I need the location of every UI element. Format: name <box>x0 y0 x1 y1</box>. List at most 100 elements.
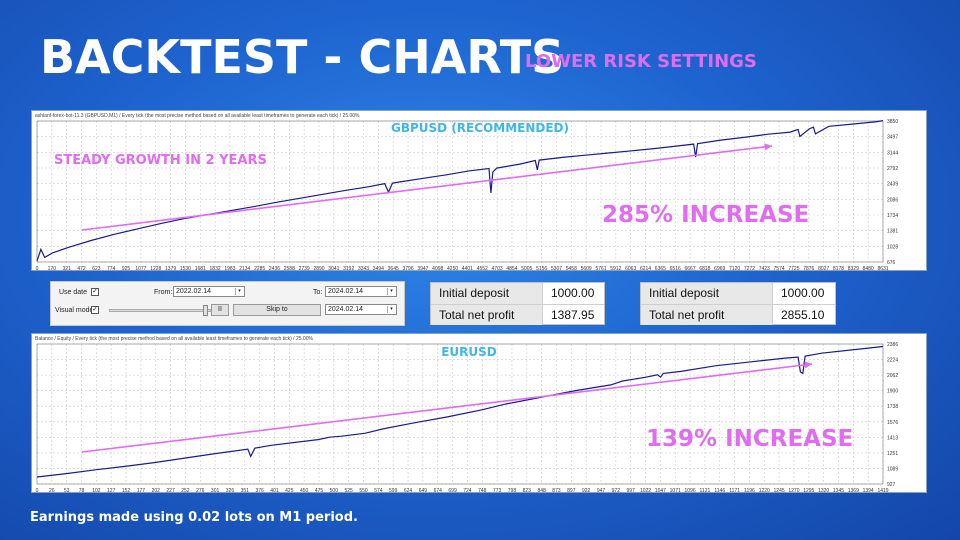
x-tick-label: 3494 <box>373 266 384 272</box>
x-tick-label: 1530 <box>180 266 191 272</box>
skip-to-button[interactable]: Skip to <box>233 304 321 316</box>
trend-arrow <box>81 363 813 453</box>
x-tick-label: 1245 <box>774 488 785 494</box>
y-tick-label: 927 <box>887 482 896 488</box>
calendar-dropdown-icon[interactable]: ▾ <box>387 306 395 313</box>
eurusd-chart: 2386 2224 2062 1900 1738 1576 1413 1251 1089 927 0… <box>36 342 899 494</box>
stats-box-gbpusd: Initial deposit 1000.00 Total net profit… <box>640 282 836 325</box>
x-tick-label: 8631 <box>877 266 888 272</box>
chart-header: Balance / Equity / Every tick (the most … <box>35 336 313 342</box>
skip-date-value: 2024.02.14 <box>328 306 364 313</box>
x-tick-label: 26 <box>49 488 55 494</box>
x-tick-label: 873 <box>552 488 561 494</box>
skip-date-picker[interactable]: 2024.02.14 ▾ <box>325 304 397 315</box>
x-tick-label: 6214 <box>640 266 651 272</box>
x-tick-label: 748 <box>478 488 487 494</box>
x-tick-label: 550 <box>359 488 368 494</box>
speed-slider-thumb[interactable] <box>203 305 208 316</box>
x-tick-label: 301 <box>211 488 220 494</box>
x-tick-label: 724 <box>463 488 472 494</box>
x-tick-label: 6063 <box>625 266 636 272</box>
y-tick-label: 3144 <box>887 150 898 156</box>
x-tick-label: 4552 <box>477 266 488 272</box>
to-date-value: 2024.02.14 <box>328 288 364 295</box>
stats-box-eurusd: Initial deposit 1000.00 Total net profit… <box>430 282 605 325</box>
x-tick-label: 0 <box>36 266 39 272</box>
x-tick-label: 6818 <box>699 266 710 272</box>
x-tick-label: 8178 <box>833 266 844 272</box>
x-tick-label: 450 <box>300 488 309 494</box>
x-tick-label: 3041 <box>328 266 339 272</box>
from-date-picker[interactable]: 2022.02.14 ▾ <box>173 286 245 297</box>
x-tick-label: 1394 <box>863 488 874 494</box>
use-date-label: Use date <box>59 289 88 296</box>
x-tick-label: 624 <box>404 488 413 494</box>
y-tick-label: 1413 <box>887 435 898 441</box>
x-tick-label: 2588 <box>284 266 295 272</box>
chart-header: ashlanf-forex-bot-11.3 (GBPUSD,M1) / Eve… <box>35 113 360 119</box>
y-tick-label: 2062 <box>887 373 898 379</box>
x-tick-label: 774 <box>107 266 116 272</box>
pause-button[interactable]: II <box>211 304 229 316</box>
x-tick-label: 8480 <box>863 266 874 272</box>
series-line <box>36 345 884 478</box>
x-tick-label: 4401 <box>462 266 473 272</box>
from-date-value: 2022.02.14 <box>176 288 212 295</box>
x-tick-label: 1146 <box>714 488 725 494</box>
total-net-profit-label: Total net profit <box>431 305 543 325</box>
x-tick-label: 1196 <box>744 488 755 494</box>
x-tick-label: 773 <box>493 488 502 494</box>
x-tick-label: 78 <box>79 488 85 494</box>
y-tick-label: 1734 <box>887 213 898 219</box>
calendar-dropdown-icon[interactable]: ▾ <box>235 288 243 295</box>
calendar-dropdown-icon[interactable]: ▾ <box>387 288 395 295</box>
x-tick-label: 4250 <box>447 266 458 272</box>
x-tick-label: 2739 <box>299 266 310 272</box>
y-tick-label: 2439 <box>887 182 898 188</box>
from-label: From: <box>154 289 173 296</box>
x-tick-label: 7725 <box>788 266 799 272</box>
y-tick-label: 1900 <box>887 389 898 395</box>
x-tick-label: 897 <box>567 488 576 494</box>
y-tick-label: 1738 <box>887 404 898 410</box>
x-tick-label: 401 <box>270 488 279 494</box>
x-tick-label: 5156 <box>536 266 547 272</box>
x-tick-label: 3645 <box>388 266 399 272</box>
x-tick-label: 3796 <box>402 266 413 272</box>
x-tick-label: 152 <box>122 488 131 494</box>
visual-mode-label: Visual mode <box>55 307 94 314</box>
x-tick-label: 1295 <box>803 488 814 494</box>
page-subtitle: LOWER RISK SETTINGS <box>525 51 757 72</box>
gbpusd-chart: 3850 3497 3144 2792 2439 2086 1734 1381 1028 676 0… <box>36 119 899 272</box>
x-tick-label: 425 <box>285 488 294 494</box>
x-tick-label: 170 <box>48 266 57 272</box>
x-tick-label: 7423 <box>759 266 770 272</box>
x-tick-label: 1171 <box>729 488 740 494</box>
x-tick-label: 1832 <box>210 266 221 272</box>
gbpusd-chart-panel: ashlanf-forex-bot-11.3 (GBPUSD,M1) / Eve… <box>31 110 927 272</box>
x-tick-label: 525 <box>345 488 354 494</box>
to-date-picker[interactable]: 2024.02.14 ▾ <box>325 286 397 297</box>
x-tick-label: 1270 <box>788 488 799 494</box>
x-tick-label: 2890 <box>313 266 324 272</box>
initial-deposit-row: Initial deposit 1000.00 <box>431 283 604 304</box>
x-tick-label: 5307 <box>551 266 562 272</box>
x-tick-label: 6516 <box>670 266 681 272</box>
x-tick-label: 947 <box>597 488 606 494</box>
x-tick-label: 6667 <box>684 266 695 272</box>
x-tick-label: 574 <box>374 488 383 494</box>
x-tick-label: 376 <box>255 488 264 494</box>
x-tick-label: 7120 <box>729 266 740 272</box>
x-tick-label: 202 <box>152 488 161 494</box>
use-date-checkbox[interactable]: ✓ <box>91 288 99 296</box>
x-tick-label: 2134 <box>239 266 250 272</box>
visual-mode-checkbox[interactable]: ✓ <box>91 306 99 314</box>
x-tick-label: 6365 <box>655 266 666 272</box>
initial-deposit-value: 1000.00 <box>551 286 595 300</box>
y-tick-label: 1089 <box>887 466 898 472</box>
x-tick-label: 1379 <box>165 266 176 272</box>
total-net-profit-row: Total net profit 2855.10 <box>641 304 835 325</box>
x-tick-label: 475 <box>315 488 324 494</box>
x-tick-label: 7272 <box>744 266 755 272</box>
speed-slider[interactable] <box>109 309 211 312</box>
